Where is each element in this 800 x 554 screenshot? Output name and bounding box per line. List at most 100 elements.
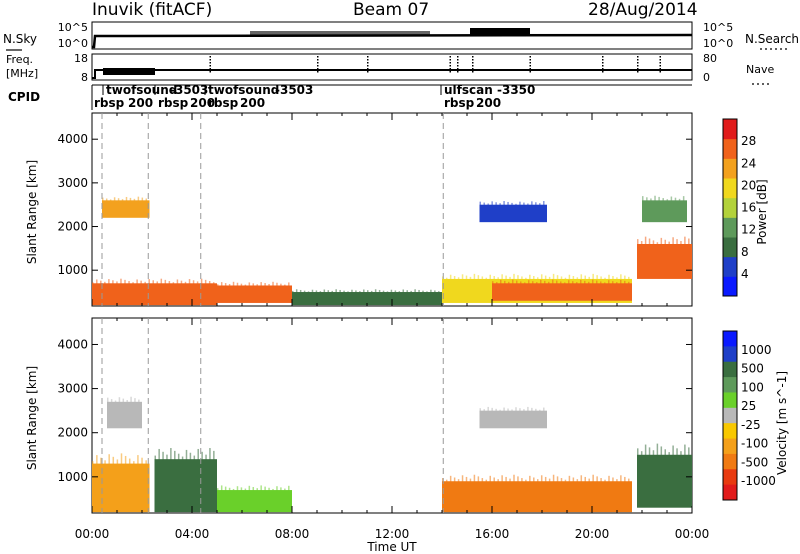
data-streak bbox=[284, 488, 286, 491]
data-streak bbox=[588, 478, 590, 482]
data-streak bbox=[552, 279, 554, 285]
colorbar-swatch bbox=[723, 331, 737, 347]
data-streak bbox=[580, 279, 582, 284]
nave-dot bbox=[472, 68, 474, 70]
data-streak bbox=[252, 283, 255, 286]
y-tick-label: 2000 bbox=[57, 426, 88, 440]
data-streak bbox=[616, 479, 618, 482]
data-streak bbox=[319, 291, 322, 293]
data-streak bbox=[682, 196, 685, 202]
data-streak bbox=[244, 284, 247, 286]
data-region bbox=[479, 204, 547, 223]
data-streak bbox=[181, 456, 184, 460]
data-streak bbox=[453, 276, 456, 280]
data-streak bbox=[525, 277, 527, 280]
nave-dot bbox=[209, 59, 211, 61]
rbsp-label-1: rbsp bbox=[94, 96, 125, 110]
data-region bbox=[637, 243, 692, 279]
data-streak bbox=[624, 275, 626, 280]
data-streak bbox=[533, 477, 535, 482]
data-streak bbox=[331, 290, 333, 293]
data-region bbox=[217, 490, 292, 513]
data-streak bbox=[268, 487, 270, 491]
data-streak bbox=[612, 477, 614, 482]
data-streak bbox=[145, 198, 148, 201]
data-streak bbox=[288, 485, 290, 491]
data-streak bbox=[535, 408, 537, 412]
data-streak bbox=[201, 451, 203, 461]
data-streak bbox=[378, 289, 381, 293]
colorbar-tick-label: -500 bbox=[741, 455, 768, 469]
power-y-label: Slant Range [km] bbox=[25, 160, 39, 264]
data-streak bbox=[124, 455, 127, 466]
nave-dot bbox=[209, 71, 211, 73]
nave-dot bbox=[472, 56, 474, 58]
colorbar-tick-label: -100 bbox=[741, 437, 768, 451]
data-streak bbox=[672, 445, 674, 457]
data-streak bbox=[489, 475, 491, 483]
data-streak bbox=[535, 202, 537, 206]
data-streak bbox=[668, 241, 670, 245]
data-streak bbox=[166, 454, 168, 461]
data-streak bbox=[469, 478, 472, 482]
data-streak bbox=[624, 476, 626, 483]
x-tick-label: 08:00 bbox=[275, 527, 310, 541]
data-streak bbox=[656, 242, 659, 245]
nave-dot bbox=[602, 65, 604, 67]
data-streak bbox=[96, 455, 98, 466]
nave-dot bbox=[367, 62, 369, 64]
colorbar-tick-label: -1000 bbox=[741, 474, 776, 488]
data-streak bbox=[496, 282, 498, 284]
colorbar-tick-label: 20 bbox=[741, 178, 756, 192]
velocity-y-label: Slant Range [km] bbox=[25, 366, 39, 470]
data-streak bbox=[513, 273, 515, 280]
data-streak bbox=[656, 443, 659, 457]
data-streak bbox=[576, 479, 579, 482]
data-streak bbox=[485, 277, 488, 280]
data-streak bbox=[188, 279, 191, 285]
data-streak bbox=[548, 276, 551, 280]
data-streak bbox=[503, 201, 505, 206]
data-streak bbox=[92, 282, 94, 284]
data-streak bbox=[568, 475, 571, 483]
data-streak bbox=[284, 284, 286, 286]
data-streak bbox=[92, 461, 94, 465]
data-streak bbox=[248, 485, 251, 491]
data-streak bbox=[122, 398, 125, 403]
nave-dot bbox=[637, 56, 639, 58]
cpid-mode-3: ulfscan bbox=[444, 83, 493, 97]
data-streak bbox=[363, 289, 365, 293]
data-streak bbox=[347, 291, 349, 293]
data-streak bbox=[315, 290, 318, 293]
nave-label: Nave bbox=[746, 63, 774, 76]
nave-dot bbox=[602, 62, 604, 64]
data-streak bbox=[648, 238, 651, 246]
data-streak bbox=[196, 281, 199, 284]
colorbar-tick-label: 25 bbox=[741, 399, 756, 413]
data-streak bbox=[519, 201, 521, 206]
colorbar-swatch bbox=[723, 178, 737, 199]
x-tick-label: 20:00 bbox=[575, 527, 610, 541]
data-streak bbox=[572, 477, 575, 482]
nave-dot bbox=[317, 56, 319, 58]
data-streak bbox=[596, 275, 598, 280]
colorbar-swatch bbox=[723, 217, 737, 238]
data-streak bbox=[176, 279, 179, 285]
data-streak bbox=[640, 451, 643, 456]
data-streak bbox=[457, 277, 460, 280]
nave-dot bbox=[367, 59, 369, 61]
nave-dot bbox=[637, 68, 639, 70]
data-streak bbox=[140, 280, 142, 284]
data-streak bbox=[374, 289, 377, 293]
data-streak bbox=[572, 276, 575, 280]
x-tick-label: 16:00 bbox=[475, 527, 510, 541]
data-streak bbox=[410, 290, 412, 293]
nave-dot bbox=[602, 71, 604, 73]
data-streak bbox=[519, 408, 521, 412]
nave-dot bbox=[317, 71, 319, 73]
data-streak bbox=[228, 283, 231, 286]
nave-dot bbox=[209, 65, 211, 67]
data-streak bbox=[108, 279, 110, 285]
data-streak bbox=[620, 279, 622, 284]
